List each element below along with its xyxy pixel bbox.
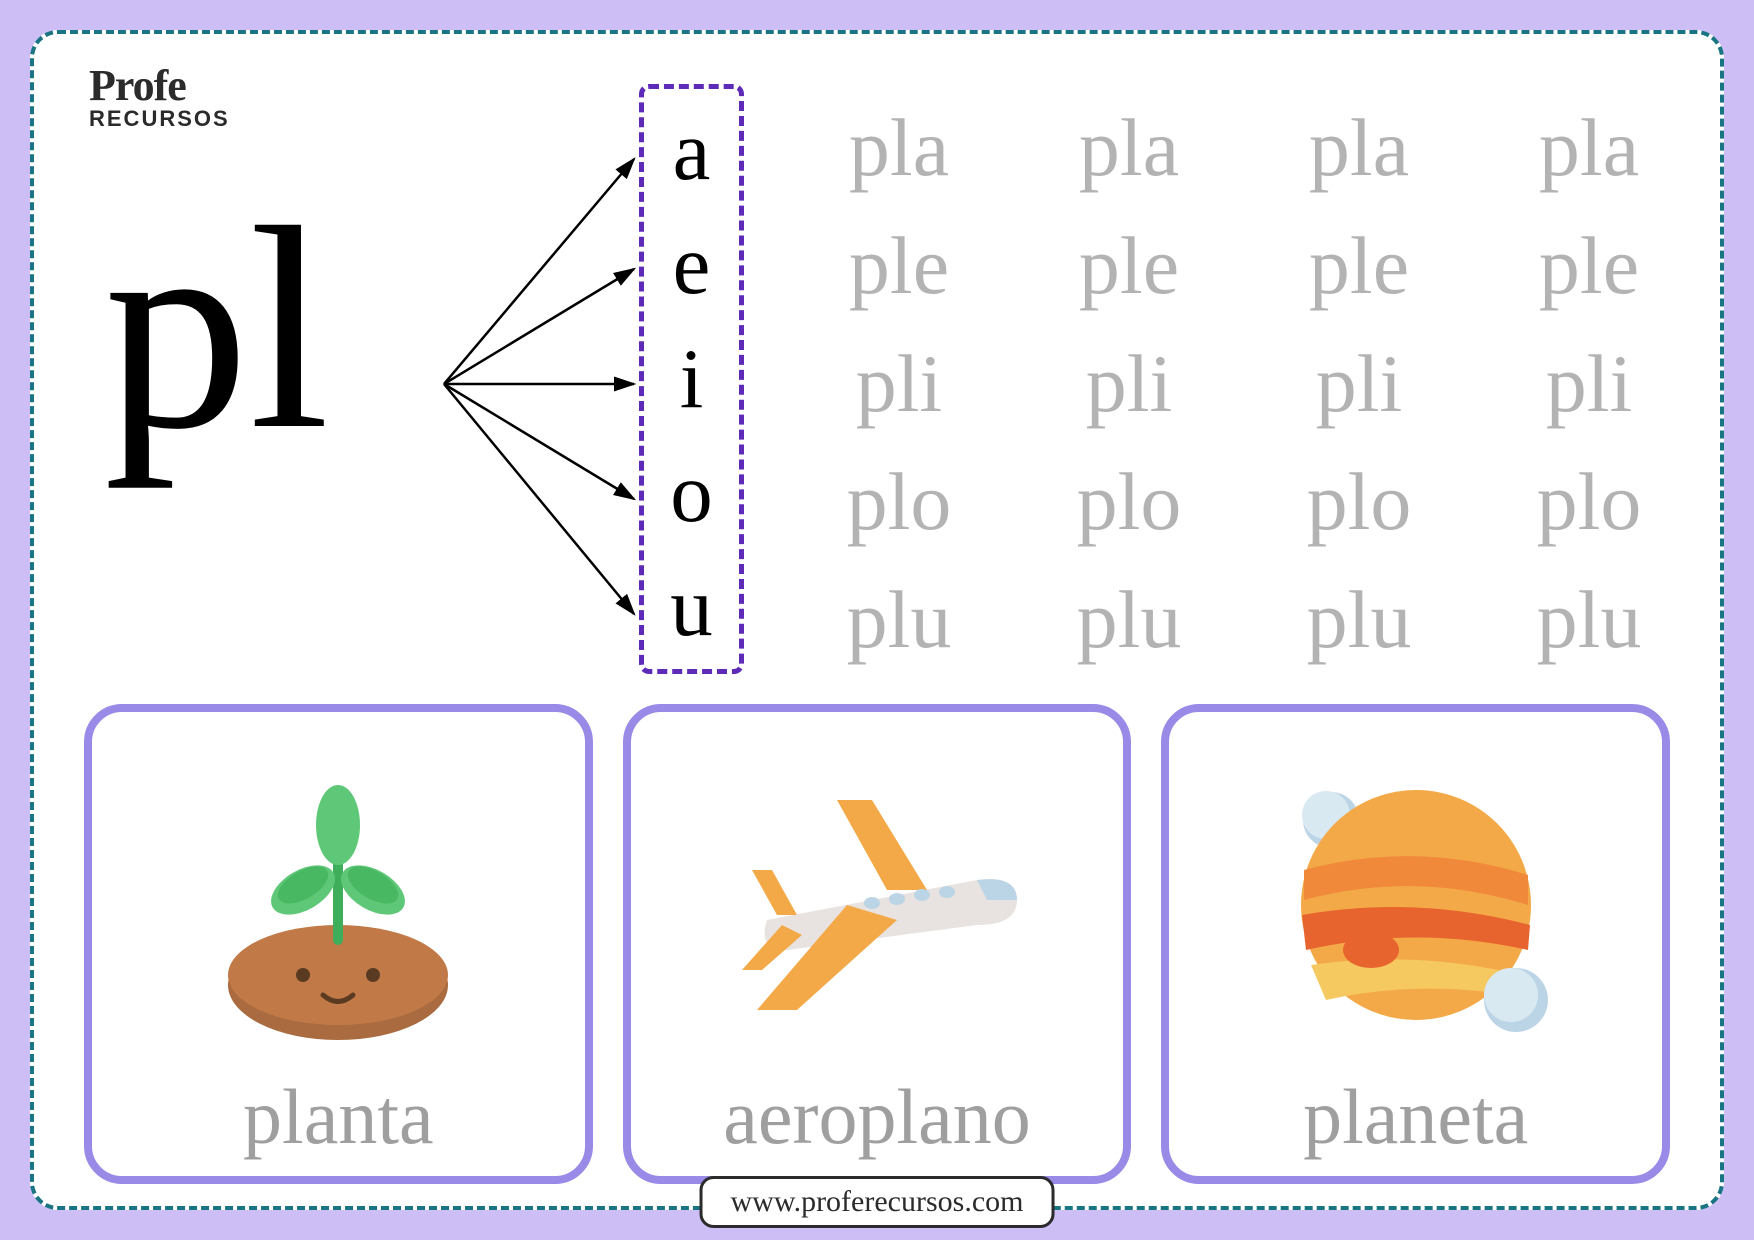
vowel-i: i [680, 341, 704, 418]
syllable-trace-grid: pla pla pla pla ple ple ple ple pli pli … [784, 89, 1704, 679]
trace-syllable: pla [789, 107, 1009, 189]
word-card-planta: planta [84, 704, 593, 1184]
trace-syllable: ple [789, 225, 1009, 307]
footer-url: www.proferecursos.com [700, 1176, 1055, 1228]
trace-syllable: plo [1019, 461, 1239, 543]
trace-row: ple ple ple ple [784, 225, 1704, 307]
word-card-planeta: planeta [1161, 704, 1670, 1184]
syllable-teaching-area: pl a e i o u pla pla pla [84, 54, 1670, 694]
trace-syllable: pli [1479, 343, 1699, 425]
planet-icon [1179, 727, 1652, 1073]
card-word: planeta [1303, 1078, 1528, 1156]
trace-syllable: pli [1019, 343, 1239, 425]
trace-syllable: ple [1249, 225, 1469, 307]
plant-icon [102, 727, 575, 1073]
card-word: aeroplano [723, 1078, 1031, 1156]
worksheet-page: Profe RECURSOS pl a e i o u pla [30, 30, 1724, 1210]
trace-syllable: plu [1249, 579, 1469, 661]
word-card-aeroplano: aeroplano [623, 704, 1132, 1184]
vowel-e: e [673, 227, 711, 304]
trace-row: plu plu plu plu [784, 579, 1704, 661]
trace-row: plo plo plo plo [784, 461, 1704, 543]
vowel-box: a e i o u [639, 84, 744, 674]
trace-syllable: plo [1479, 461, 1699, 543]
trace-syllable: pla [1019, 107, 1239, 189]
trace-row: pli pli pli pli [784, 343, 1704, 425]
trace-syllable: pli [789, 343, 1009, 425]
word-cards-row: planta aeroplano [84, 704, 1670, 1184]
trace-syllable: plu [789, 579, 1009, 661]
trace-syllable: plu [1019, 579, 1239, 661]
trace-syllable: plo [789, 461, 1009, 543]
trace-syllable: ple [1479, 225, 1699, 307]
card-word: planta [243, 1078, 434, 1156]
airplane-icon [641, 727, 1114, 1073]
vowel-u: u [670, 569, 713, 646]
trace-syllable: pli [1249, 343, 1469, 425]
trace-syllable: pla [1479, 107, 1699, 189]
trace-syllable: pla [1249, 107, 1469, 189]
arrows-fanout-icon [424, 104, 654, 664]
vowel-o: o [670, 455, 713, 532]
vowel-a: a [673, 113, 711, 190]
trace-syllable: ple [1019, 225, 1239, 307]
trace-syllable: plo [1249, 461, 1469, 543]
consonant-cluster: pl [104, 184, 330, 474]
trace-row: pla pla pla pla [784, 107, 1704, 189]
trace-syllable: plu [1479, 579, 1699, 661]
